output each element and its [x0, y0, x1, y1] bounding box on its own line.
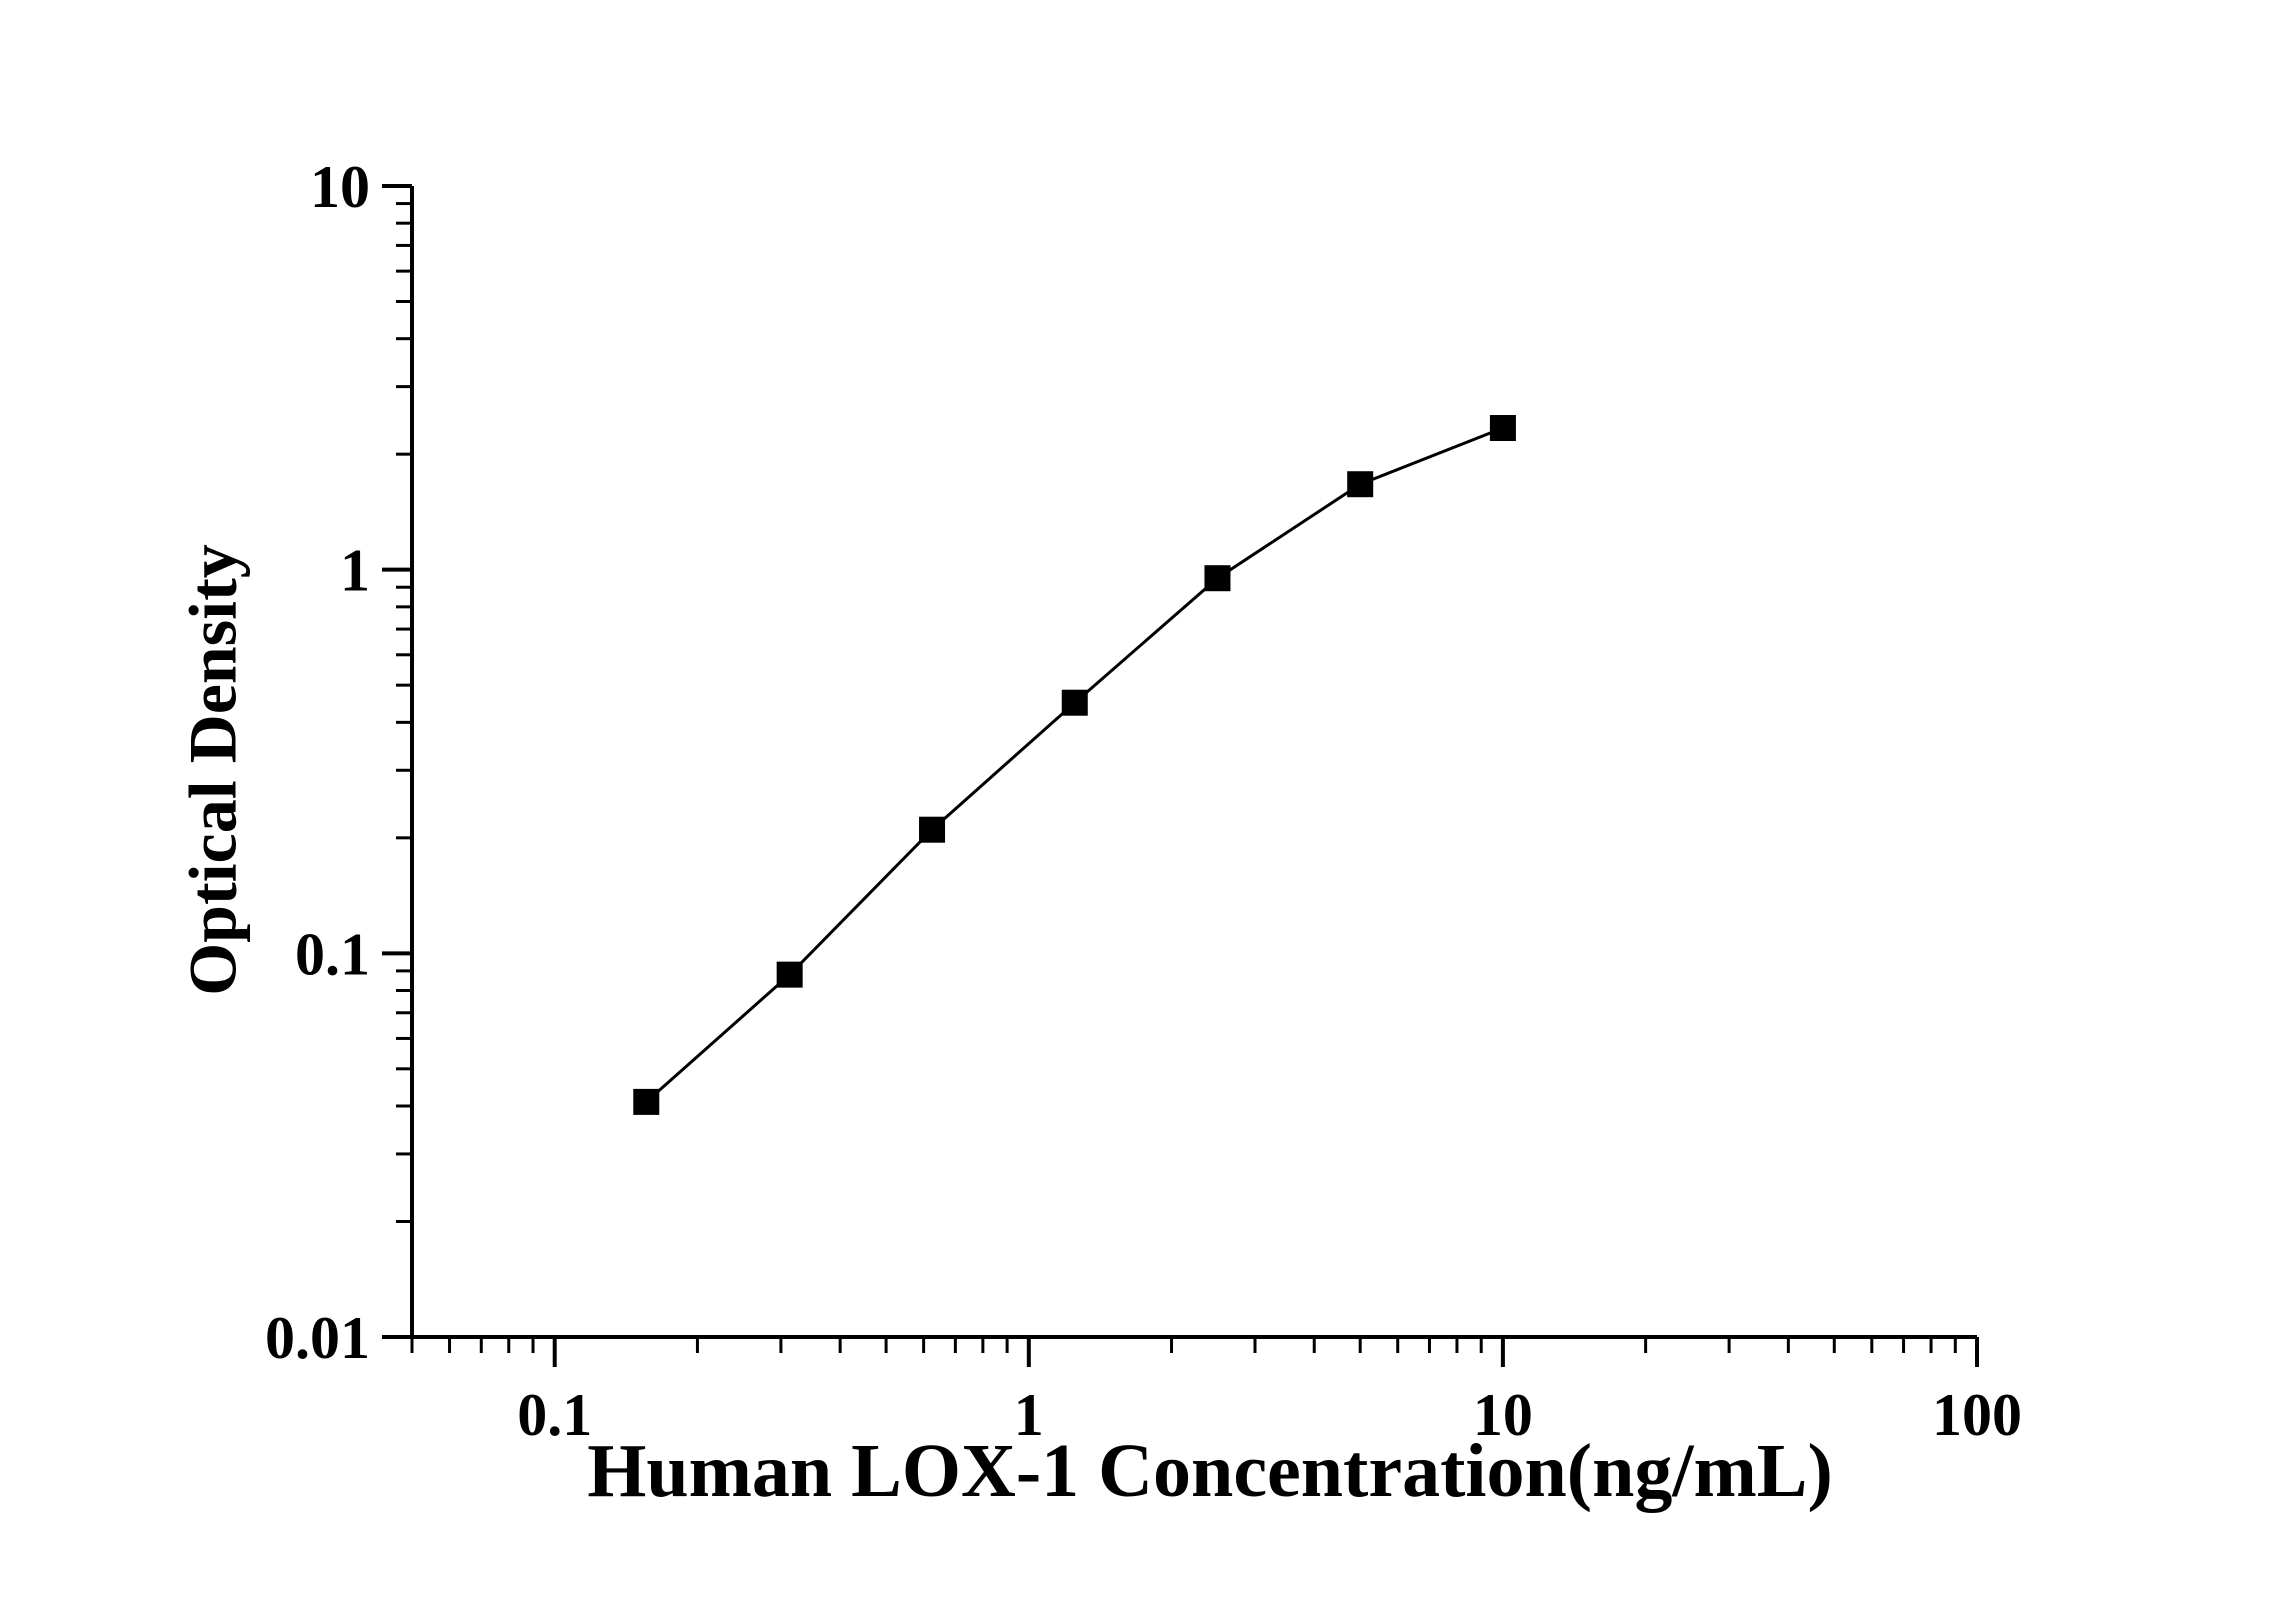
data-point-marker — [1347, 471, 1374, 498]
y-tick-label: 1 — [340, 538, 370, 604]
y-axis-title: Optical Density — [174, 544, 251, 996]
x-tick-label: 10 — [1473, 1382, 1533, 1448]
axis-lines — [410, 186, 1977, 1339]
x-tick-label: 0.1 — [517, 1382, 592, 1448]
data-point-marker — [1489, 415, 1516, 442]
data-point-marker — [1204, 565, 1231, 592]
y-tick-label: 0.01 — [265, 1305, 370, 1371]
x-tick-label: 1 — [1014, 1382, 1044, 1448]
data-point-marker — [1061, 689, 1088, 716]
data-point-marker — [919, 816, 946, 843]
y-tick-label: 10 — [310, 154, 370, 220]
x-axis-title: Human LOX-1 Concentration(ng/mL) — [587, 1429, 1833, 1513]
series-line — [645, 426, 1504, 1104]
y-tick-label: 0.1 — [295, 921, 370, 987]
x-tick-label: 100 — [1932, 1382, 2022, 1448]
data-point-marker — [633, 1088, 660, 1115]
data-point-marker — [776, 961, 803, 988]
